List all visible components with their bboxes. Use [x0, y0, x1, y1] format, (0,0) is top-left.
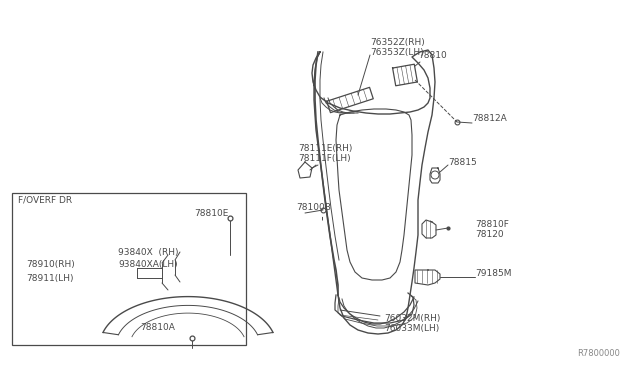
Text: 93840X  (RH): 93840X (RH)	[118, 247, 179, 257]
Text: 78111F(LH): 78111F(LH)	[298, 154, 351, 163]
Text: R7800000: R7800000	[577, 349, 620, 358]
Text: 76352Z(RH): 76352Z(RH)	[370, 38, 425, 46]
Text: 78810F: 78810F	[475, 219, 509, 228]
Text: 78911(LH): 78911(LH)	[26, 273, 74, 282]
Text: 93840XA(LH): 93840XA(LH)	[118, 260, 178, 269]
Text: 78100B: 78100B	[296, 202, 331, 212]
Text: F/OVERF DR: F/OVERF DR	[18, 196, 72, 205]
Text: 78111E(RH): 78111E(RH)	[298, 144, 353, 153]
Text: 78812A: 78812A	[472, 113, 507, 122]
Bar	[12, 193, 246, 345]
Text: 78120: 78120	[475, 230, 504, 238]
Text: 76032M(RH): 76032M(RH)	[384, 314, 440, 323]
Text: 78810E: 78810E	[194, 208, 228, 218]
Text: 76033M(LH): 76033M(LH)	[384, 324, 439, 333]
Text: 78815: 78815	[448, 157, 477, 167]
Text: 78910(RH): 78910(RH)	[26, 260, 75, 269]
Text: 78810: 78810	[418, 51, 447, 60]
Text: 79185M: 79185M	[475, 269, 511, 279]
Text: 78810A: 78810A	[140, 324, 175, 333]
Text: 76353Z(LH): 76353Z(LH)	[370, 48, 424, 57]
